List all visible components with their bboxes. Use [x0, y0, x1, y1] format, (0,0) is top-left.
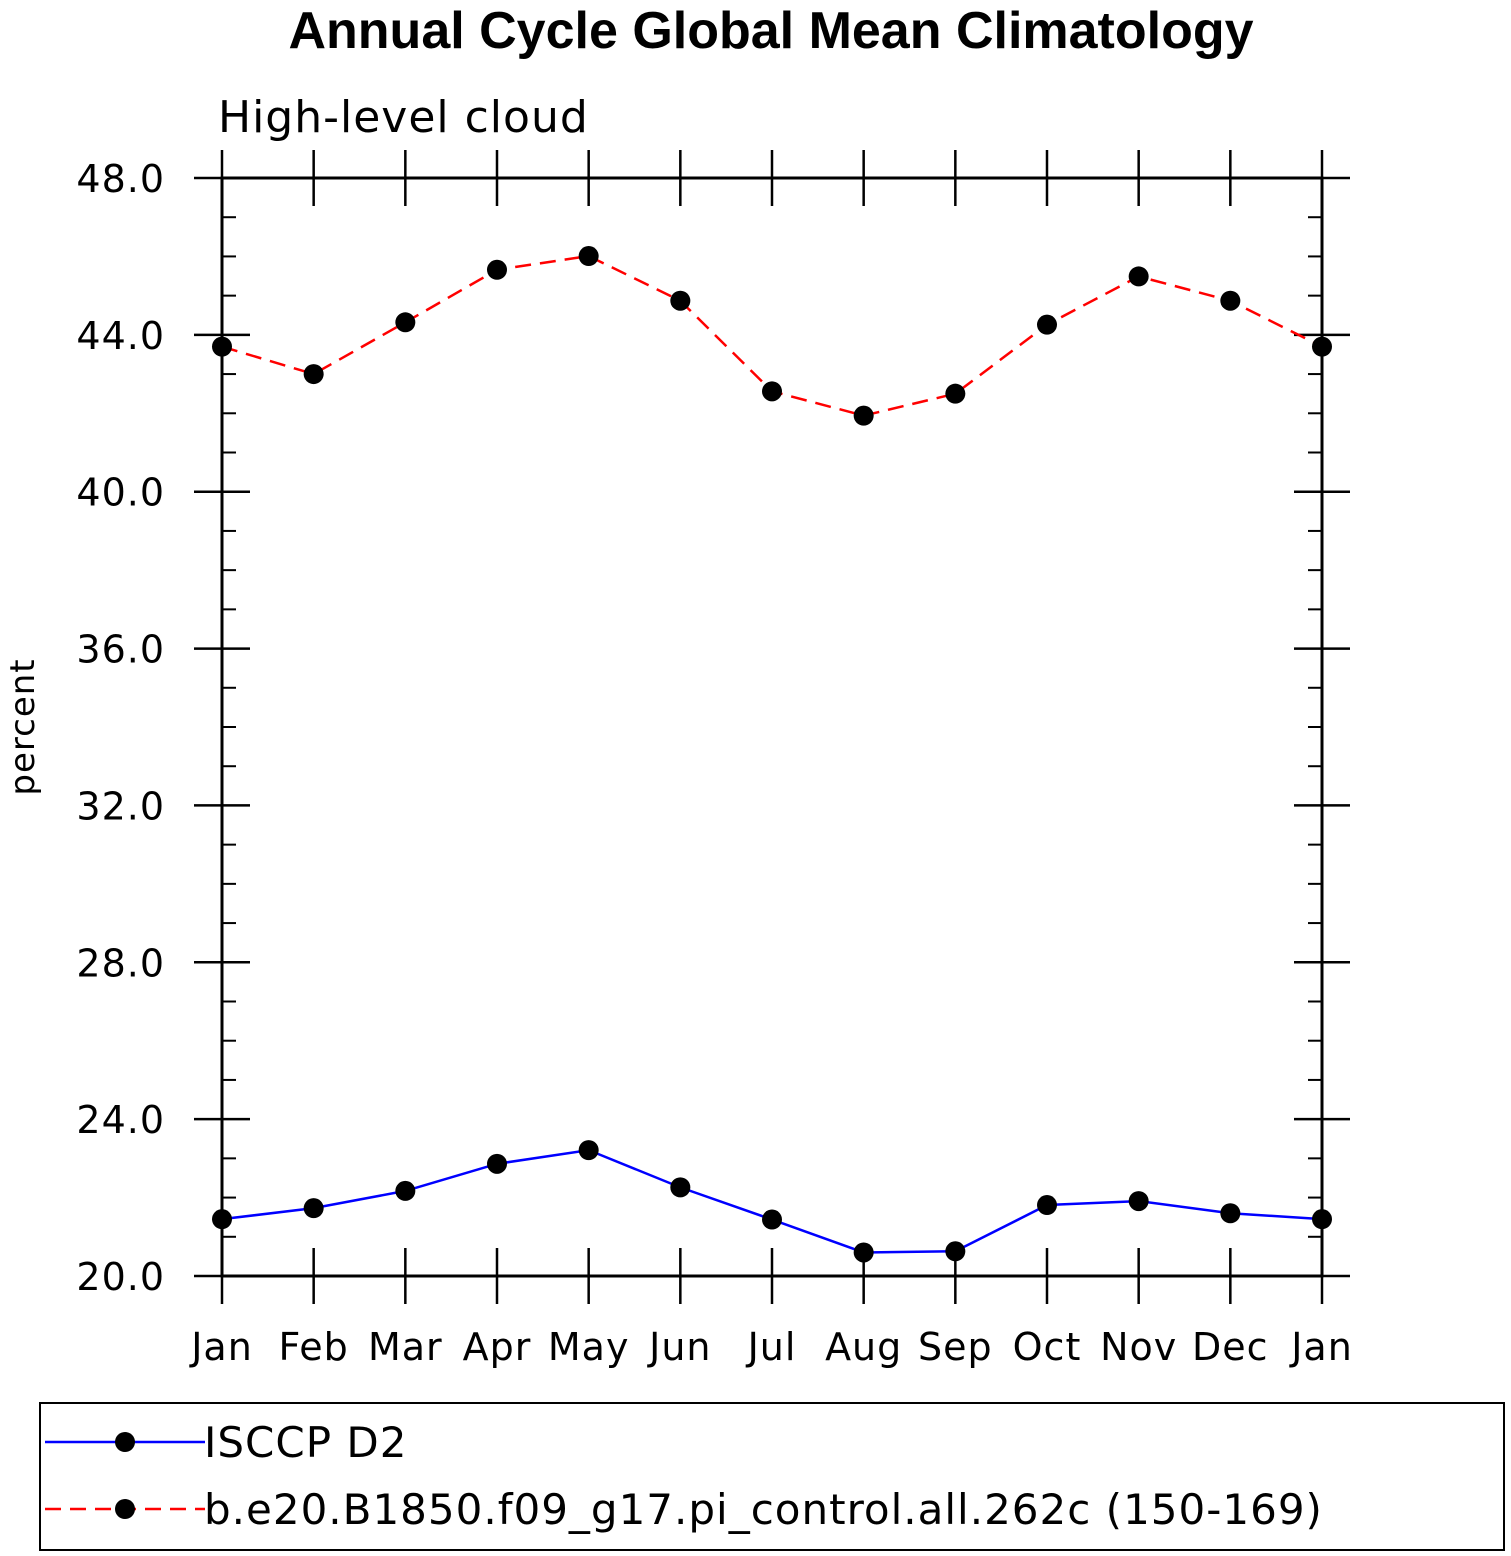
- data-point: [762, 1210, 782, 1230]
- chart-title: Annual Cycle Global Mean Climatology: [288, 2, 1253, 60]
- data-point: [1037, 1195, 1057, 1215]
- data-point: [1220, 1203, 1240, 1223]
- x-tick-label: Nov: [1100, 1325, 1177, 1369]
- data-point: [579, 1140, 599, 1160]
- x-tick-label: Sep: [918, 1325, 993, 1369]
- data-point: [487, 260, 507, 280]
- data-point: [1220, 291, 1240, 311]
- x-tick-label: Jan: [189, 1325, 253, 1369]
- y-tick-label: 28.0: [76, 941, 165, 985]
- minor-ticks: [222, 217, 1322, 1237]
- y-tick-label: 44.0: [76, 314, 165, 358]
- data-point: [670, 291, 690, 311]
- y-tick-label: 36.0: [76, 628, 165, 672]
- x-tick-label: Apr: [463, 1325, 532, 1369]
- y-tick-label: 20.0: [76, 1255, 165, 1299]
- x-tick-label: Jan: [1289, 1325, 1353, 1369]
- data-point: [1312, 1209, 1332, 1229]
- x-tick-label: Mar: [368, 1325, 443, 1369]
- x-tick-label: Oct: [1013, 1325, 1082, 1369]
- plot-frame: [222, 178, 1322, 1276]
- data-point: [670, 1177, 690, 1197]
- legend-entry-model: b.e20.B1850.f09_g17.pi_control.all.262c …: [45, 1485, 1323, 1534]
- data-point: [945, 1241, 965, 1261]
- data-point: [854, 406, 874, 426]
- data-point: [579, 246, 599, 266]
- data-point: [1312, 337, 1332, 357]
- y-tick-label: 48.0: [76, 157, 165, 201]
- legend-marker: [115, 1432, 135, 1452]
- chart-subtitle: High-level cloud: [218, 92, 589, 143]
- data-point: [854, 1242, 874, 1262]
- series-layer: [212, 246, 1332, 1262]
- data-point: [395, 312, 415, 332]
- legend-label: b.e20.B1850.f09_g17.pi_control.all.262c …: [204, 1485, 1323, 1534]
- legend-label: ISCCP D2: [204, 1418, 407, 1467]
- y-tick-label: 32.0: [76, 784, 165, 828]
- data-point: [212, 1209, 232, 1229]
- x-tick-label: Feb: [279, 1325, 349, 1369]
- series-line-0: [222, 1150, 1322, 1252]
- y-tick-labels: 20.0 24.0 28.0 32.0 36.0 40.0 44.0 48.0: [76, 157, 165, 1299]
- chart-canvas: Annual Cycle Global Mean Climatology Hig…: [0, 0, 1511, 1556]
- x-tick-label: Jul: [746, 1325, 797, 1369]
- x-tick-label: Aug: [825, 1325, 902, 1369]
- data-point: [212, 337, 232, 357]
- y-tick-label: 24.0: [76, 1098, 165, 1142]
- data-point: [762, 381, 782, 401]
- data-point: [304, 364, 324, 384]
- y-tick-label: 40.0: [76, 471, 165, 515]
- data-point: [487, 1154, 507, 1174]
- data-point: [945, 384, 965, 404]
- x-tick-label: May: [548, 1325, 630, 1369]
- major-ticks: [194, 150, 1350, 1304]
- x-tick-label: Jun: [647, 1325, 711, 1369]
- data-point: [395, 1181, 415, 1201]
- x-tick-label: Dec: [1192, 1325, 1269, 1369]
- y-axis-label: percent: [3, 658, 43, 795]
- data-point: [1037, 315, 1057, 335]
- data-point: [304, 1198, 324, 1218]
- data-point: [1129, 1191, 1149, 1211]
- legend-marker: [115, 1499, 135, 1519]
- x-tick-labels: Jan Feb Mar Apr May Jun Jul Aug Sep Oct Nov Dec Jan: [189, 1325, 1353, 1369]
- data-point: [1129, 266, 1149, 286]
